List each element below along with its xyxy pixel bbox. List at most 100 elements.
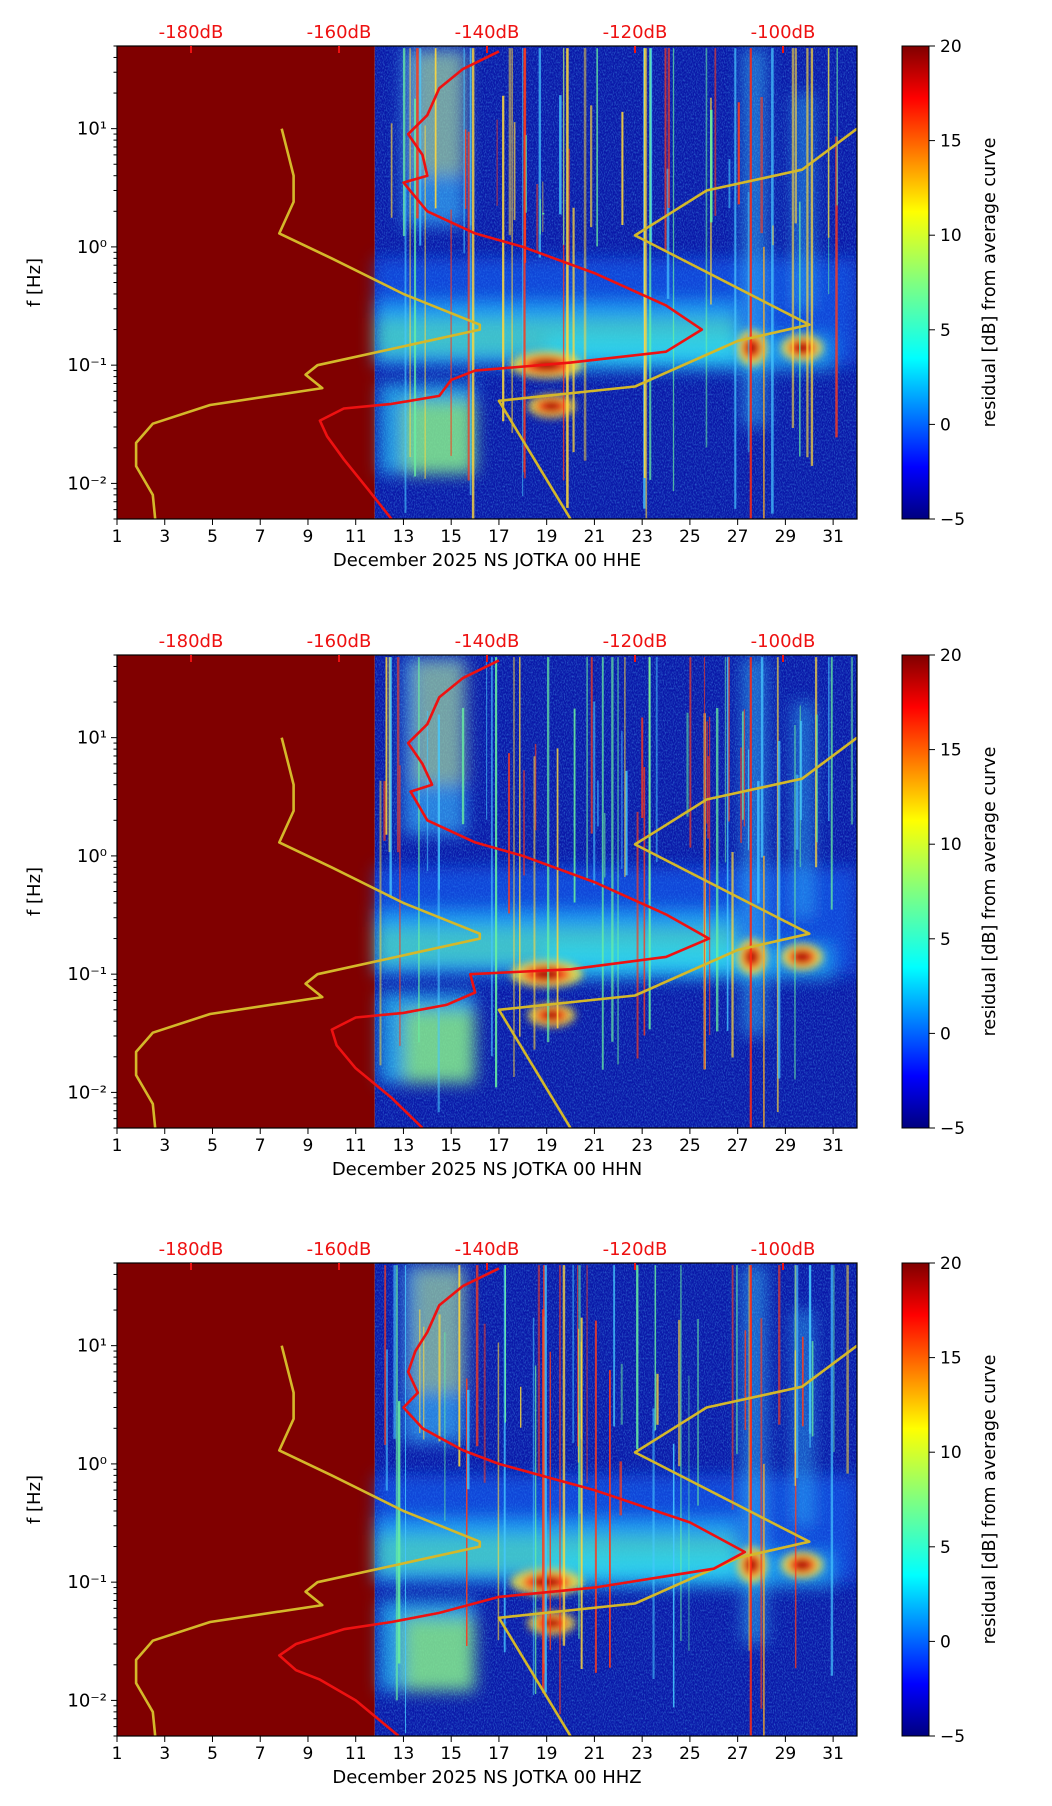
plot-area <box>117 1263 857 1736</box>
colorbar-tick-label: −5 <box>940 1727 965 1747</box>
colorbar: −5 0 5 10 15 20 residual [dB] from average cur… <box>901 646 1000 1139</box>
y-tick-label: 10¹ <box>77 728 107 749</box>
model-curve-high <box>497 736 857 1128</box>
model-curve-high <box>497 1344 857 1736</box>
x-tick-label: 1 <box>112 1136 123 1156</box>
x-tick-label: 15 <box>440 1136 462 1156</box>
colorbar-tick-label: −5 <box>940 510 965 530</box>
x-tick-label: 7 <box>255 1744 266 1764</box>
psd-curve <box>277 1267 747 1736</box>
energy-band <box>792 93 815 309</box>
psd-curve <box>318 50 704 519</box>
y-tick-label: 10⁻² <box>67 1690 107 1711</box>
top-db-label: -180dB <box>159 22 224 43</box>
x-tick-label: 27 <box>727 527 749 547</box>
x-tick-label: 29 <box>775 1744 797 1764</box>
colorbar-tick-label: 0 <box>940 1632 951 1652</box>
x-tick-label: 19 <box>536 1744 558 1764</box>
top-db-label: -140dB <box>455 631 520 652</box>
y-axis-title: f [Hz] <box>24 867 45 916</box>
y-tick-label: 10⁻¹ <box>67 1572 107 1593</box>
x-tick-label: 9 <box>303 527 314 547</box>
x-tick-label: 21 <box>584 1136 606 1156</box>
x-tick-label: 17 <box>488 527 510 547</box>
x-axis-title: December 2025 NS JOTKA 00 HHE <box>333 550 641 571</box>
colorbar: −5 0 5 10 15 20 residual [dB] from average cur… <box>901 37 1000 530</box>
top-db-label: -120dB <box>603 631 668 652</box>
x-tick-label: 5 <box>207 527 218 547</box>
x-tick-label: 17 <box>488 1136 510 1156</box>
energy-spot <box>542 401 561 411</box>
top-db-label: -160dB <box>307 1239 372 1260</box>
x-tick-label: 23 <box>631 1136 653 1156</box>
x-tick-label: 31 <box>822 1136 844 1156</box>
colorbar-tick-label: 0 <box>940 415 951 435</box>
x-tick-label: 25 <box>679 527 701 547</box>
x-tick-label: 7 <box>255 527 266 547</box>
energy-band <box>792 702 815 918</box>
x-tick-label: 3 <box>159 1136 170 1156</box>
energy-band <box>403 1617 476 1692</box>
x-tick-label: 15 <box>440 527 462 547</box>
spectrogram-energy <box>374 1265 857 1692</box>
top-db-label: -120dB <box>603 22 668 43</box>
x-tick-label: 13 <box>393 527 415 547</box>
top-db-label: -100dB <box>751 1239 816 1260</box>
y-tick-label: 10⁻¹ <box>67 355 107 376</box>
x-axis-title: December 2025 NS JOTKA 00 HHZ <box>332 1767 641 1788</box>
transient-streaks <box>384 1265 849 1734</box>
y-tick-label: 10⁻² <box>67 1082 107 1103</box>
x-tick-label: 17 <box>488 1744 510 1764</box>
colorbar-tick-label: 20 <box>940 646 962 666</box>
energy-spot <box>794 342 810 353</box>
x-tick-label: 25 <box>679 1744 701 1764</box>
energy-spot <box>794 1559 810 1570</box>
x-tick-label: 21 <box>584 1744 606 1764</box>
energy-spot <box>542 1618 561 1628</box>
model-curve-low <box>134 1345 482 1736</box>
top-db-label: -140dB <box>455 22 520 43</box>
colorbar-tick-label: 10 <box>940 1443 962 1463</box>
colorbar-tick-label: 0 <box>940 1024 951 1044</box>
y-tick-label: 10⁰ <box>77 237 107 258</box>
x-tick-label: 25 <box>679 1136 701 1156</box>
colorbar-tick-label: 15 <box>940 1349 962 1369</box>
x-tick-label: 3 <box>159 1744 170 1764</box>
x-tick-label: 23 <box>631 1744 653 1764</box>
top-db-label: -100dB <box>751 631 816 652</box>
x-tick-label: 1 <box>112 1744 123 1764</box>
x-tick-label: 27 <box>727 1136 749 1156</box>
plot-area <box>117 46 857 519</box>
top-db-label: -160dB <box>307 22 372 43</box>
colorbar-title: residual [dB] from average curve <box>980 138 1000 428</box>
y-axis-title: f [Hz] <box>24 1475 45 1524</box>
y-tick-label: 10¹ <box>77 1336 107 1357</box>
energy-spot <box>794 951 810 962</box>
plot-area <box>117 655 857 1128</box>
x-tick-label: 29 <box>775 527 797 547</box>
model-curve-high <box>497 127 857 519</box>
colorbar-tick-label: 15 <box>940 741 962 761</box>
psd-curve <box>330 659 711 1128</box>
x-tick-label: 21 <box>584 527 606 547</box>
colorbar-gradient <box>901 654 930 1129</box>
x-tick-label: 19 <box>536 527 558 547</box>
x-tick-label: 3 <box>159 527 170 547</box>
x-tick-label: 1 <box>112 527 123 547</box>
x-tick-label: 31 <box>822 527 844 547</box>
colorbar-tick-label: 5 <box>940 930 951 950</box>
x-tick-label: 31 <box>822 1744 844 1764</box>
colorbar-tick-label: 20 <box>940 37 962 57</box>
y-axis-title: f [Hz] <box>24 258 45 307</box>
top-db-label: -100dB <box>751 22 816 43</box>
colorbar-tick-label: 5 <box>940 1538 951 1558</box>
colorbar-tick-label: 15 <box>940 132 962 152</box>
no-data-region <box>117 655 375 1128</box>
no-data-region <box>117 1263 375 1736</box>
model-curve-low <box>134 128 482 519</box>
x-tick-label: 27 <box>727 1744 749 1764</box>
